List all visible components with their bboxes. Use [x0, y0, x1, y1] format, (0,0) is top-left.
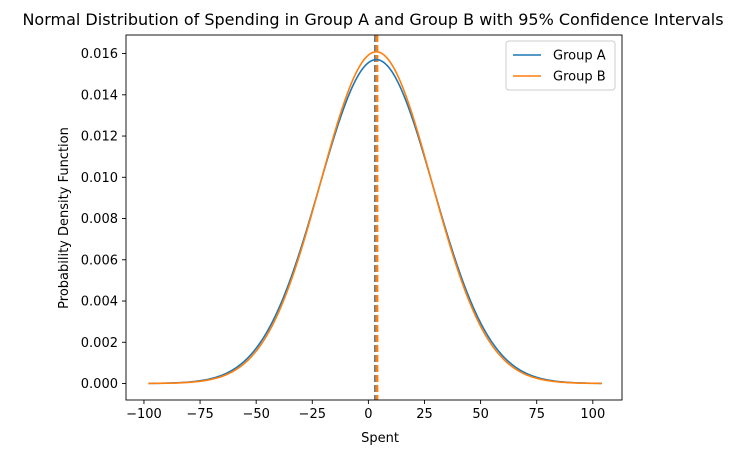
x-tick-label: 75: [528, 407, 545, 422]
chart-title: Normal Distribution of Spending in Group…: [22, 10, 723, 29]
y-tick-label: 0.010: [81, 171, 118, 186]
x-tick-label: 100: [580, 407, 605, 422]
y-axis-label: Probability Density Function: [57, 127, 72, 309]
x-tick-label: −75: [186, 407, 213, 422]
x-tick-label: −100: [126, 407, 162, 422]
y-tick-label: 0.012: [81, 130, 118, 145]
plot-frame: [125, 34, 623, 401]
x-tick-label: 25: [416, 407, 433, 422]
x-tick-label: −50: [242, 407, 269, 422]
plot-area: [125, 34, 623, 401]
y-tick-label: 0.004: [81, 295, 118, 310]
y-tick-label: 0.006: [81, 253, 118, 268]
legend-box: [505, 40, 616, 91]
legend: Group A Group B: [505, 40, 616, 91]
x-tick-label: −25: [299, 407, 326, 422]
x-axis-label: Spent: [361, 431, 399, 446]
x-axis: −100 −75 −50 −25 0 25 50 75 100: [126, 400, 605, 422]
y-tick-label: 0.000: [81, 377, 118, 392]
y-axis: 0.000 0.002 0.004 0.006 0.008 0.010 0.012 0.014…: [81, 47, 126, 392]
series-line-group-b: [148, 50, 602, 385]
series-line-group-a: [148, 58, 602, 385]
x-tick-label: 0: [364, 407, 372, 422]
y-tick-label: 0.008: [81, 212, 118, 227]
plot-background: [126, 35, 622, 400]
y-tick-label: 0.002: [81, 336, 118, 351]
y-tick-label: 0.016: [81, 47, 118, 62]
legend-label-group-b: Group B: [553, 70, 606, 85]
x-tick-label: 50: [472, 407, 489, 422]
legend-label-group-a: Group A: [553, 49, 606, 64]
y-tick-label: 0.014: [81, 88, 118, 103]
